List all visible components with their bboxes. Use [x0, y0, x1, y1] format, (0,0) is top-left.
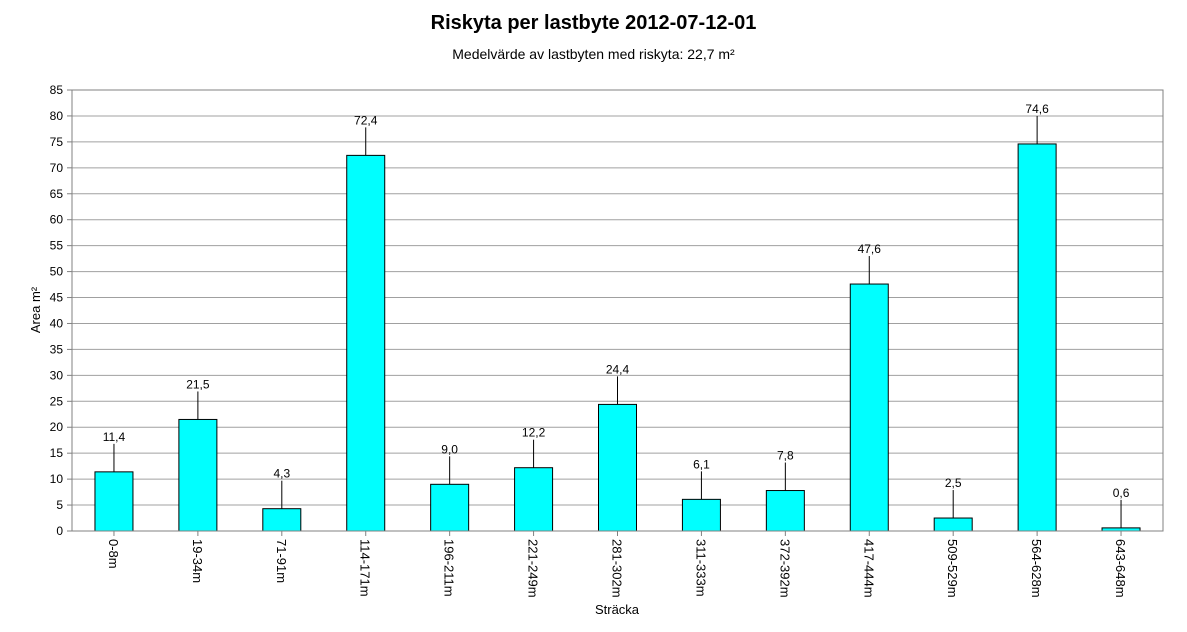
- data-label: 72,4: [354, 113, 378, 127]
- y-tick-label: 55: [50, 239, 64, 253]
- bar: [94, 471, 134, 532]
- data-label: 24,4: [606, 362, 630, 376]
- data-labels: 11,4 21,5 4,3 72,4 9,0 12,2 24,4 6,1 7,8 47,6 2,5 7…: [103, 102, 1130, 528]
- plot-frame: [71, 89, 1164, 532]
- x-axis: 0-8m 19-34m 71-91m 114-171m 196-211m 221-249m…: [106, 531, 1128, 598]
- bars: [94, 143, 1141, 532]
- chart-subtitle: Medelvärde av lastbyten med riskyta: 22,…: [452, 46, 735, 62]
- bar: [933, 517, 973, 532]
- data-label: 0,6: [1113, 486, 1130, 500]
- x-tick-label: 564-628m: [1029, 539, 1044, 598]
- bar: [514, 467, 554, 532]
- data-label: 7,8: [777, 449, 794, 463]
- y-tick-label: 25: [50, 394, 64, 408]
- x-tick-label: 372-392m: [777, 539, 792, 598]
- bar: [598, 403, 637, 532]
- x-tick-label: 417-444m: [861, 539, 876, 598]
- bar: [1017, 143, 1057, 532]
- y-axis: 0 5 10 15 20 25 30 35 40 45 50 55 60 65 70 75 80 85: [50, 83, 72, 538]
- y-tick-label: 80: [50, 109, 64, 123]
- x-tick-label: 281-302m: [610, 539, 625, 598]
- bar: [681, 498, 721, 532]
- y-tick-label: 20: [50, 420, 64, 434]
- data-label: 4,3: [273, 467, 290, 481]
- chart-title: Riskyta per lastbyte 2012-07-12-01: [430, 12, 757, 34]
- x-tick-label: 0-8m: [106, 539, 121, 569]
- data-label: 47,6: [858, 242, 882, 256]
- data-label: 21,5: [186, 377, 210, 391]
- bar: [262, 508, 302, 532]
- x-tick-label: 643-648m: [1113, 539, 1128, 598]
- x-tick-label: 509-529m: [945, 539, 960, 598]
- grid-lines: [72, 89, 1163, 532]
- data-label: 74,6: [1025, 102, 1049, 116]
- bar: [849, 283, 889, 532]
- x-tick-label: 19-34m: [190, 539, 205, 583]
- x-tick-label: 196-211m: [442, 539, 457, 597]
- y-tick-label: 5: [56, 498, 63, 512]
- x-tick-label: 71-91m: [274, 539, 289, 583]
- x-tick-label: 221-249m: [526, 539, 541, 598]
- y-tick-label: 10: [50, 472, 64, 486]
- y-tick-label: 35: [50, 342, 64, 356]
- x-tick-label: 114-171m: [358, 539, 373, 597]
- y-axis-label: Area m²: [28, 286, 43, 333]
- bar: [346, 154, 386, 532]
- y-tick-label: 60: [50, 213, 64, 227]
- y-tick-label: 45: [50, 291, 64, 305]
- y-tick-label: 70: [50, 161, 64, 175]
- y-tick-label: 0: [56, 524, 63, 538]
- data-label: 6,1: [693, 457, 710, 471]
- bar: [178, 418, 218, 532]
- y-tick-label: 50: [50, 265, 64, 279]
- data-label: 12,2: [522, 426, 546, 440]
- bar: [765, 490, 805, 532]
- data-label: 2,5: [945, 476, 962, 490]
- y-tick-label: 65: [50, 187, 64, 201]
- y-tick-label: 30: [50, 368, 64, 382]
- y-tick-label: 75: [50, 135, 64, 149]
- y-tick-label: 15: [50, 446, 64, 460]
- x-axis-label: Sträcka: [595, 602, 640, 617]
- y-tick-label: 40: [50, 316, 64, 330]
- data-label: 9,0: [441, 442, 458, 456]
- x-tick-label: 311-333m: [693, 539, 708, 597]
- bar: [430, 483, 470, 532]
- y-tick-label: 85: [50, 83, 64, 97]
- data-label: 11,4: [103, 430, 126, 444]
